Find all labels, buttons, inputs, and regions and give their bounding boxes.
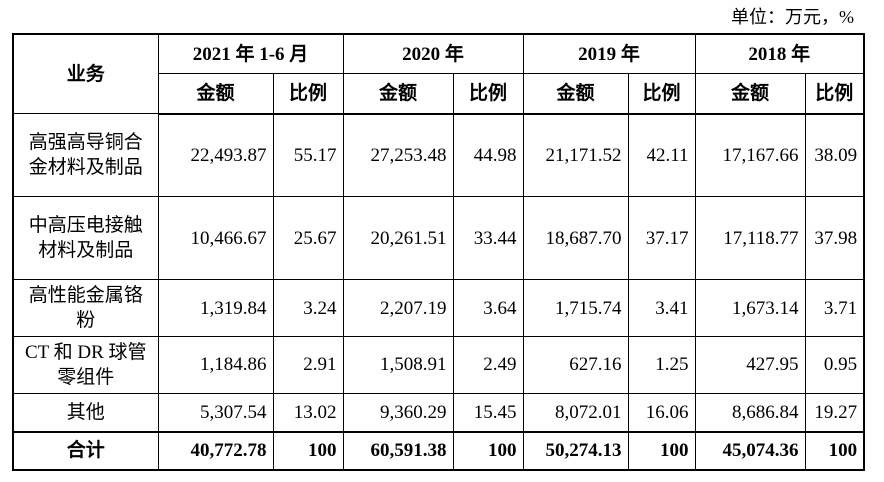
amount-cell: 27,253.48	[342, 113, 454, 198]
ratio-cell: 19.27	[804, 392, 865, 433]
ratio-cell: 100	[627, 430, 696, 471]
ratio-cell: 15.45	[452, 392, 524, 433]
period-header: 2018 年	[694, 33, 865, 75]
table-row: 其他 5,307.54 13.02 9,360.29 15.45 8,072.0…	[12, 392, 865, 433]
amount-cell: 1,184.86	[157, 335, 274, 394]
amount-cell: 22,493.87	[157, 113, 274, 198]
ratio-cell: 16.06	[627, 392, 696, 433]
ratio-cell: 44.98	[452, 113, 524, 198]
amount-cell: 1,508.91	[342, 335, 454, 394]
ratio-cell: 38.09	[804, 113, 865, 198]
amount-cell: 1,319.84	[157, 279, 274, 337]
amount-cell: 10,466.67	[157, 196, 274, 281]
amount-cell: 1,673.14	[694, 279, 806, 337]
amount-cell: 45,074.36	[694, 430, 806, 471]
ratio-cell: 25.67	[272, 196, 344, 281]
ratio-cell: 1.25	[627, 335, 696, 394]
business-name: 其他	[12, 392, 159, 433]
ratio-cell: 100	[272, 430, 344, 471]
amount-cell: 2,207.19	[342, 279, 454, 337]
business-name: 中高压电接触材料及制品	[12, 196, 159, 281]
table-row: CT 和 DR 球管零组件 1,184.86 2.91 1,508.91 2.4…	[12, 335, 865, 394]
ratio-cell: 2.91	[272, 335, 344, 394]
amount-cell: 50,274.13	[522, 430, 629, 471]
amount-cell: 5,307.54	[157, 392, 274, 433]
ratio-cell: 3.64	[452, 279, 524, 337]
ratio-header: 比例	[272, 73, 344, 115]
amount-cell: 17,167.66	[694, 113, 806, 198]
amount-header: 金额	[694, 73, 806, 115]
table-row: 高强高导铜合金材料及制品 22,493.87 55.17 27,253.48 4…	[12, 113, 865, 198]
total-row: 合计 40,772.78 100 60,591.38 100 50,274.13…	[12, 430, 865, 471]
ratio-cell: 3.71	[804, 279, 865, 337]
ratio-cell: 13.02	[272, 392, 344, 433]
business-name: 高强高导铜合金材料及制品	[12, 113, 159, 198]
ratio-cell: 3.24	[272, 279, 344, 337]
table-row: 中高压电接触材料及制品 10,466.67 25.67 20,261.51 33…	[12, 196, 865, 281]
ratio-cell: 100	[804, 430, 865, 471]
ratio-cell: 37.98	[804, 196, 865, 281]
ratio-header: 比例	[627, 73, 696, 115]
business-header: 业务	[12, 33, 159, 115]
amount-cell: 17,118.77	[694, 196, 806, 281]
ratio-cell: 33.44	[452, 196, 524, 281]
amount-cell: 21,171.52	[522, 113, 629, 198]
ratio-cell: 100	[452, 430, 524, 471]
business-name: CT 和 DR 球管零组件	[12, 335, 159, 394]
amount-cell: 427.95	[694, 335, 806, 394]
ratio-cell: 0.95	[804, 335, 865, 394]
period-header: 2020 年	[342, 33, 524, 75]
business-name: 高性能金属铬粉	[12, 279, 159, 337]
ratio-cell: 3.41	[627, 279, 696, 337]
revenue-by-business-table: 业务 2021 年 1-6 月 2020 年 2019 年 2018 年 金额 …	[12, 33, 866, 471]
ratio-header: 比例	[804, 73, 865, 115]
period-header: 2019 年	[522, 33, 696, 75]
amount-cell: 1,715.74	[522, 279, 629, 337]
amount-cell: 8,072.01	[522, 392, 629, 433]
header-row-measures: 金额 比例 金额 比例 金额 比例 金额 比例	[13, 73, 865, 115]
amount-header: 金额	[342, 73, 454, 115]
amount-cell: 20,261.51	[342, 196, 454, 281]
amount-cell: 627.16	[522, 335, 629, 394]
amount-cell: 9,360.29	[342, 392, 454, 433]
ratio-cell: 42.11	[627, 113, 696, 198]
header-row-periods: 业务 2021 年 1-6 月 2020 年 2019 年 2018 年	[12, 33, 865, 115]
amount-cell: 8,686.84	[694, 392, 806, 433]
period-header: 2021 年 1-6 月	[157, 33, 344, 75]
amount-header: 金额	[522, 73, 629, 115]
amount-header: 金额	[157, 73, 274, 115]
total-label: 合计	[12, 430, 159, 471]
unit-note: 单位：万元，%	[731, 7, 854, 27]
amount-cell: 18,687.70	[522, 196, 629, 281]
ratio-cell: 55.17	[272, 113, 344, 198]
table-row: 高性能金属铬粉 1,319.84 3.24 2,207.19 3.64 1,71…	[12, 279, 865, 337]
ratio-cell: 2.49	[452, 335, 524, 394]
ratio-header: 比例	[452, 73, 524, 115]
amount-cell: 40,772.78	[157, 430, 274, 471]
amount-cell: 60,591.38	[342, 430, 454, 471]
ratio-cell: 37.17	[627, 196, 696, 281]
